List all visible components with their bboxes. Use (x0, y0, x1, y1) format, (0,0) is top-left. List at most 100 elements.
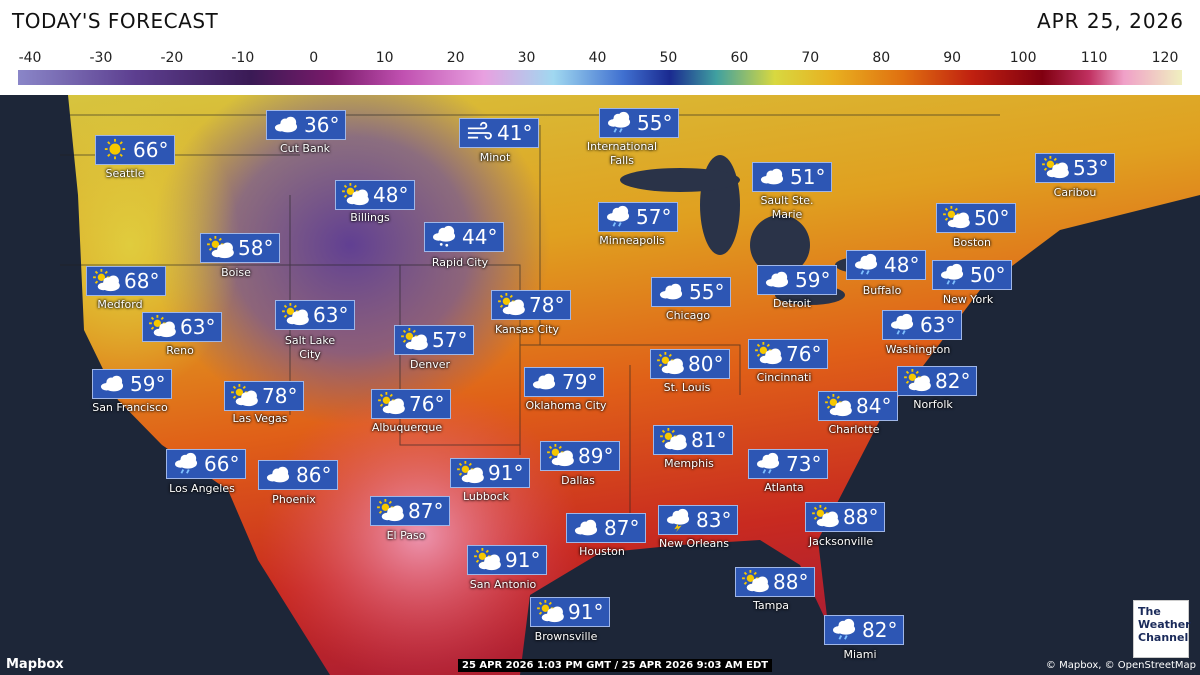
weather-icon (890, 313, 914, 335)
weather-icon (498, 293, 525, 316)
scale-tick-label: 100 (1009, 50, 1037, 66)
weather-icon (207, 236, 234, 259)
temperature: 55° (689, 280, 725, 304)
temperature: 36° (304, 113, 340, 137)
forecast-badge: 44° (424, 222, 505, 252)
city-name: Denver (409, 358, 451, 371)
city-name: Albuquerque (371, 421, 443, 434)
city-name: Chicago (665, 309, 711, 322)
city-name: Caribou (1053, 186, 1097, 199)
city-name: Rapid City (431, 256, 489, 269)
attribution: Mapbox (6, 657, 64, 672)
forecast-badge: 76° (371, 389, 452, 419)
temperature: 59° (130, 372, 166, 396)
temperature: 82° (935, 369, 971, 393)
city-name: Sault Ste. Marie (760, 194, 814, 221)
city-name: Kansas City (495, 323, 559, 336)
weather-icon (755, 342, 782, 365)
temperature: 48° (884, 253, 920, 277)
title: TODAY'S FORECAST (12, 9, 219, 33)
weather-icon (607, 111, 631, 133)
forecast-badge: 68° (86, 266, 167, 296)
forecast-badge: 91° (467, 545, 548, 575)
city-name: Phoenix (272, 493, 316, 506)
city-name: Memphis (664, 457, 714, 470)
weather-icon (93, 269, 120, 292)
scale-tick-label: 50 (659, 50, 678, 66)
forecast-badge: 57° (598, 202, 679, 232)
forecast-badge: 59° (92, 369, 173, 399)
temperature: 58° (238, 236, 274, 260)
scale-tick-label: -30 (89, 50, 113, 66)
city-name: Seattle (105, 167, 145, 180)
weather-icon (104, 138, 126, 160)
temperature: 68° (124, 269, 160, 293)
temperature: 63° (920, 313, 956, 337)
city-name: Washington (885, 343, 951, 356)
city-name: Reno (166, 344, 194, 357)
temperature: 63° (180, 315, 216, 339)
forecast-badge: 83° (658, 505, 739, 535)
forecast-badge: 88° (805, 502, 886, 532)
forecast-badge: 79° (524, 367, 605, 397)
weather-icon (832, 618, 856, 640)
temperature: 86° (296, 463, 332, 487)
timestamp: 25 APR 2026 1:03 PM GMT / 25 APR 2026 9:… (458, 659, 773, 672)
city-name: Boston (952, 236, 992, 249)
forecast-badge: 88° (735, 567, 816, 597)
temperature: 76° (786, 342, 822, 366)
temperature: 50° (974, 206, 1010, 230)
temperature: 55° (637, 111, 673, 135)
city-name: Cut Bank (279, 142, 331, 155)
weather-icon (342, 183, 369, 206)
weather-icon (660, 428, 687, 451)
forecast-badge: 78° (224, 381, 305, 411)
weather-icon (467, 121, 492, 140)
weather-icon (174, 452, 198, 474)
forecast-badge: 51° (752, 162, 833, 192)
forecast-badge: 36° (266, 110, 347, 140)
weather-icon (825, 394, 852, 417)
weather-icon (537, 600, 564, 623)
weather-icon (657, 352, 684, 375)
pacific-ocean (0, 95, 330, 675)
city-name: International Falls (586, 140, 658, 167)
weather-icon (742, 570, 769, 593)
weather-icon (1042, 156, 1069, 179)
city-name: San Antonio (469, 578, 537, 591)
city-name: Brownsville (534, 630, 598, 643)
temperature: 88° (843, 505, 879, 529)
city-name: Minot (479, 151, 511, 164)
city-name: Medford (97, 298, 143, 311)
city-name: Lubbock (462, 490, 510, 503)
temperature: 41° (497, 121, 533, 145)
scale-tick-label: 10 (375, 50, 394, 66)
attribution: © Mapbox, © OpenStreetMap (1045, 660, 1196, 671)
atlantic-ocean (520, 195, 1200, 675)
temperature: 51° (790, 165, 826, 189)
scale-tick-label: 20 (446, 50, 465, 66)
scale-tick-label: 120 (1151, 50, 1179, 66)
forecast-badge: 66° (166, 449, 247, 479)
temperature: 84° (856, 394, 892, 418)
forecast-badge: 48° (335, 180, 416, 210)
weather-icon (377, 499, 404, 522)
hot-region (260, 385, 580, 675)
weather-icon (457, 461, 484, 484)
city-name: Charlotte (828, 423, 880, 436)
city-name: Norfolk (913, 398, 953, 411)
scale-tick-label: -20 (160, 50, 184, 66)
forecast-badge: 81° (653, 425, 734, 455)
scale-tick-label: 60 (730, 50, 749, 66)
temperature: 82° (862, 618, 898, 642)
forecast-badge: 57° (394, 325, 475, 355)
city-name: Jacksonville (808, 535, 874, 548)
temperature: 59° (795, 268, 831, 292)
temperature: 81° (691, 428, 727, 452)
city-name: Dallas (561, 474, 595, 487)
forecast-badge: 50° (936, 203, 1017, 233)
temperature: 50° (970, 263, 1006, 287)
forecast-badge: 76° (748, 339, 829, 369)
temperature: 88° (773, 570, 809, 594)
forecast-badge: 87° (370, 496, 451, 526)
